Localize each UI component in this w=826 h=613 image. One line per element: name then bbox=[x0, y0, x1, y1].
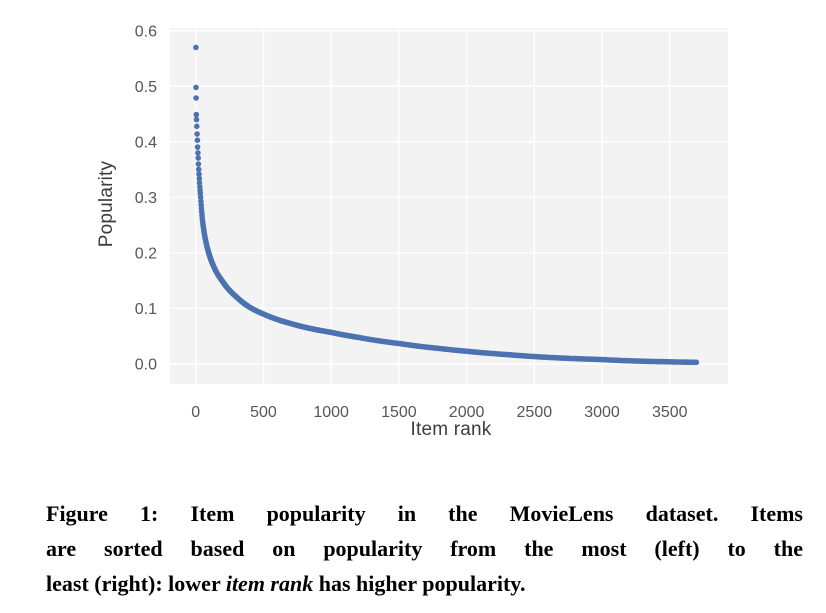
x-axis-label: Item rank bbox=[410, 419, 492, 440]
data-point bbox=[196, 171, 202, 177]
data-point bbox=[194, 137, 201, 143]
x-tick-label: 3500 bbox=[652, 404, 688, 421]
caption-line-1: Figure 1: Item popularity in the MovieLe… bbox=[46, 501, 803, 526]
data-point bbox=[194, 144, 201, 150]
y-tick-label: 0.6 bbox=[135, 23, 157, 40]
x-tick-label: 1500 bbox=[381, 404, 417, 421]
scatter-series bbox=[193, 44, 700, 366]
data-point bbox=[195, 150, 201, 156]
data-point bbox=[193, 111, 200, 118]
x-tick-label: 0 bbox=[191, 404, 200, 421]
data-point bbox=[194, 131, 200, 137]
caption-line-2: are sorted based on popularity from the … bbox=[46, 536, 803, 561]
x-tick-label: 2500 bbox=[517, 404, 553, 421]
y-tick-label: 0.4 bbox=[135, 134, 157, 151]
data-point bbox=[193, 116, 200, 123]
y-tick-label: 0.5 bbox=[135, 79, 157, 96]
caption-line-3-italic: item rank bbox=[225, 571, 314, 596]
data-point bbox=[193, 84, 199, 91]
y-tick-label: 0.2 bbox=[135, 245, 157, 262]
y-axis-label: Popularity bbox=[96, 160, 117, 248]
figure-caption: Figure 1: Item popularity in the MovieLe… bbox=[46, 496, 803, 601]
x-tick-label: 1000 bbox=[313, 404, 349, 421]
data-point bbox=[195, 155, 201, 161]
x-tick-label: 2000 bbox=[449, 404, 485, 421]
y-tick-label: 0.0 bbox=[135, 357, 157, 374]
data-point bbox=[195, 161, 202, 167]
y-tick-label: 0.3 bbox=[135, 190, 157, 207]
data-point bbox=[193, 44, 199, 51]
x-tick-label: 3000 bbox=[584, 404, 620, 421]
caption-line-3-after: has higher popularity. bbox=[313, 571, 526, 596]
scatter-plot-canvas: 0 500 1000 1500 2000 2500 3000 3500 0.0 0.1 0.2 0.3… bbox=[135, 23, 728, 421]
x-tick-label: 500 bbox=[250, 404, 277, 421]
popularity-chart: 0 500 1000 1500 2000 2500 3000 3500 0.0 0.1 0.2 0.3… bbox=[96, 23, 728, 440]
data-point bbox=[197, 194, 204, 201]
data-point bbox=[195, 166, 202, 173]
data-point bbox=[196, 175, 203, 182]
data-point bbox=[194, 123, 200, 130]
plot-area bbox=[170, 28, 728, 384]
data-point bbox=[693, 359, 700, 366]
caption-line-3-before: least (right): lower bbox=[46, 571, 226, 596]
caption-line-3: least (right): lower item rank has highe… bbox=[46, 566, 803, 601]
y-tick-label: 0.1 bbox=[135, 301, 157, 318]
data-point bbox=[193, 95, 199, 101]
